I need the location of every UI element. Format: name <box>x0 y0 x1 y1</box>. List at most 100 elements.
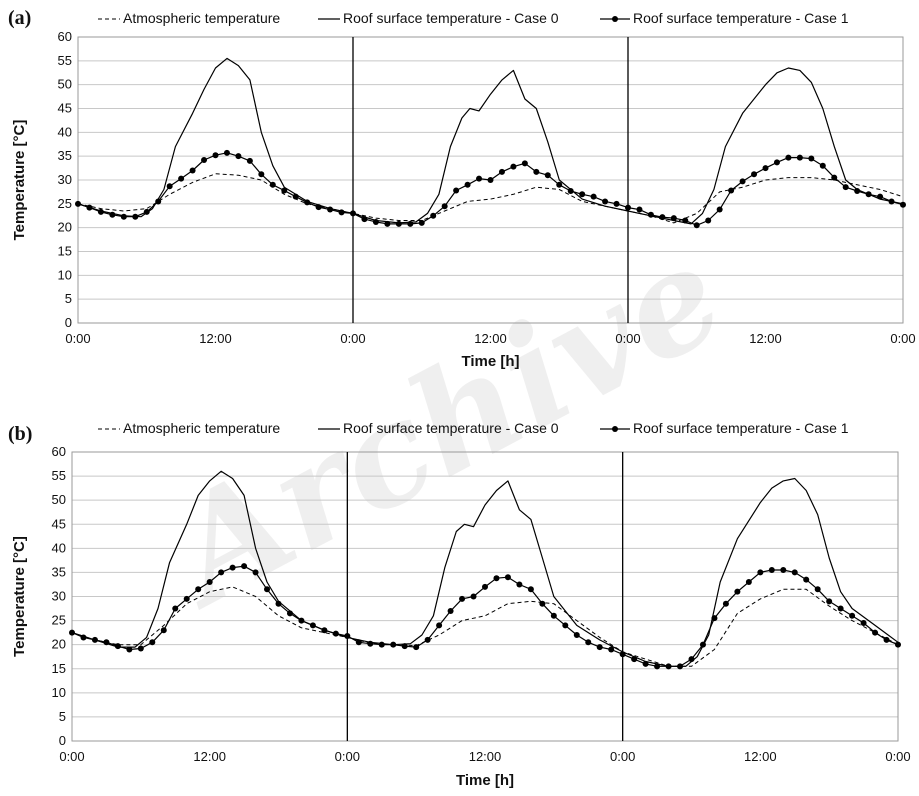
data-point <box>338 209 345 216</box>
data-point <box>304 199 311 206</box>
x-axis-label: Time [h] <box>461 353 519 370</box>
x-tick-label: 0:00 <box>340 331 365 346</box>
y-tick-label: 20 <box>52 637 66 652</box>
data-point <box>132 213 139 220</box>
data-point <box>734 588 741 595</box>
data-point <box>608 646 615 653</box>
data-point <box>241 563 248 570</box>
panel-label: (a) <box>8 7 31 29</box>
data-point <box>69 629 75 636</box>
data-point <box>321 627 328 634</box>
data-point <box>619 651 626 658</box>
data-point <box>677 663 684 670</box>
data-point <box>550 612 557 619</box>
data-point <box>355 639 362 646</box>
data-point <box>246 157 253 164</box>
data-point <box>860 619 867 626</box>
y-tick-label: 0 <box>65 315 72 330</box>
data-point <box>252 569 259 576</box>
data-point <box>493 575 500 582</box>
x-tick-label: 12:00 <box>749 331 782 346</box>
chart-panel-a: 0 5 10 15 20 25 30 35 40 45 50 55 60 0:00 12:00 0:00 12:… <box>8 7 916 370</box>
data-point <box>705 217 712 224</box>
data-point <box>837 605 844 612</box>
x-tick-label: 0:00 <box>615 331 640 346</box>
data-point <box>682 217 689 224</box>
data-point <box>160 627 167 634</box>
x-tick-label: 12:00 <box>474 331 507 346</box>
data-point <box>487 177 494 183</box>
data-point <box>625 204 631 211</box>
data-point <box>281 187 288 194</box>
y-tick-label: 10 <box>58 267 72 282</box>
data-point <box>441 203 448 210</box>
data-point <box>235 153 242 160</box>
y-tick-label: 50 <box>58 77 72 92</box>
y-tick-label: 15 <box>58 244 72 259</box>
data-point <box>201 156 208 163</box>
series-line-1 <box>71 586 899 667</box>
data-point <box>298 617 305 624</box>
data-point <box>390 641 397 648</box>
x-tick-label: 0:00 <box>890 331 915 346</box>
data-point <box>888 198 895 205</box>
data-point <box>819 162 826 169</box>
data-point <box>539 600 546 607</box>
data-point <box>745 579 752 586</box>
x-tick-label: 12:00 <box>199 331 232 346</box>
data-point <box>149 639 156 646</box>
data-point <box>424 636 431 643</box>
data-point <box>602 198 609 205</box>
data-point <box>447 607 454 614</box>
data-point <box>654 663 661 670</box>
data-point <box>762 165 769 172</box>
legend-marker <box>612 426 618 432</box>
data-point <box>728 187 735 194</box>
data-point <box>126 646 133 653</box>
legend-marker <box>612 16 618 22</box>
data-point <box>510 163 517 170</box>
legend-label-1: Atmospheric temperature <box>123 420 280 436</box>
data-point <box>768 567 775 574</box>
data-point <box>773 159 780 166</box>
data-point <box>229 564 236 571</box>
data-point <box>665 663 672 670</box>
data-point <box>91 636 98 643</box>
y-tick-label: 50 <box>52 492 66 507</box>
data-point <box>218 569 225 576</box>
data-point <box>418 219 425 226</box>
data-point <box>711 615 718 622</box>
legend-label-3: Roof surface temperature - Case 1 <box>633 10 849 26</box>
data-point <box>796 154 803 161</box>
data-point <box>883 636 890 643</box>
data-point <box>269 181 276 188</box>
data-point <box>739 178 746 185</box>
data-point <box>872 629 879 636</box>
data-point <box>189 167 196 174</box>
data-point <box>470 593 477 600</box>
data-point <box>631 656 638 663</box>
x-tick-label: 12:00 <box>469 749 502 764</box>
data-point <box>327 206 334 213</box>
x-tick-label: 12:00 <box>193 749 226 764</box>
data-point <box>699 641 706 648</box>
data-point <box>436 622 443 629</box>
data-point <box>533 168 540 175</box>
data-point <box>842 184 849 191</box>
x-tick-label: 0:00 <box>335 749 360 764</box>
y-tick-label: 35 <box>52 564 66 579</box>
data-point <box>814 586 821 593</box>
data-point <box>464 181 471 188</box>
data-point <box>808 155 815 162</box>
data-point <box>178 175 185 182</box>
data-point <box>401 643 408 650</box>
y-tick-label: 5 <box>65 291 72 306</box>
y-tick-label: 60 <box>52 444 66 459</box>
data-point <box>498 168 505 175</box>
y-tick-label: 5 <box>59 709 66 724</box>
data-point <box>143 208 150 215</box>
data-point <box>292 193 299 200</box>
y-tick-label: 60 <box>58 29 72 44</box>
data-point <box>585 639 592 646</box>
data-point <box>413 644 420 651</box>
